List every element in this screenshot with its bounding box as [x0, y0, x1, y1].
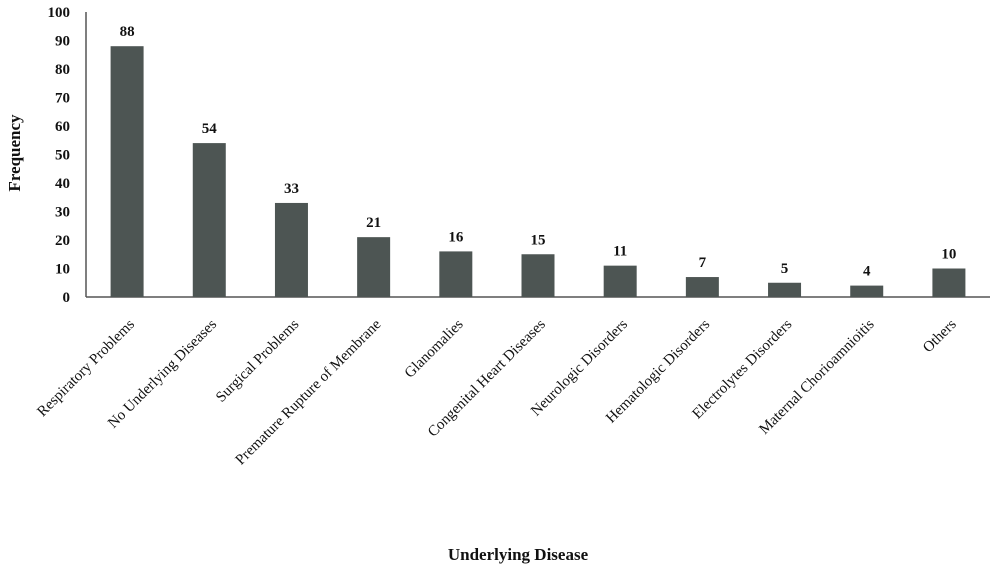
bar-value-label: 33	[284, 181, 299, 197]
category-label: Premature Rupture of Membrane	[233, 316, 385, 468]
bar	[274, 202, 308, 297]
bar	[192, 143, 226, 297]
bar	[685, 277, 719, 297]
y-tick-label: 50	[55, 148, 70, 164]
bar	[521, 254, 555, 297]
bar-value-label: 7	[699, 255, 707, 271]
bar	[932, 268, 966, 297]
y-tick-label: 80	[55, 62, 70, 78]
y-axis-ticks: 0 10 20 30 40 50 60 70 80 90 100	[48, 5, 71, 306]
bar	[768, 282, 802, 297]
bar	[850, 285, 884, 297]
y-tick-label: 10	[55, 262, 70, 278]
bars-group	[110, 46, 966, 298]
bar-value-label: 88	[120, 24, 135, 40]
y-axis-title: Frequency	[5, 114, 24, 192]
y-tick-label: 0	[63, 290, 71, 306]
bar-value-label: 15	[531, 232, 546, 248]
bar-value-label: 54	[202, 121, 218, 137]
bar	[110, 46, 144, 298]
bar-value-label: 21	[366, 215, 381, 231]
bar-value-label: 16	[448, 229, 464, 245]
category-label: Glanomalies	[402, 316, 467, 381]
bar-value-label: 10	[941, 247, 956, 263]
x-axis-title: Underlying Disease	[448, 545, 589, 564]
bar	[603, 265, 637, 297]
bar-value-label: 11	[613, 244, 627, 260]
category-label: Others	[920, 316, 960, 356]
y-tick-label: 40	[55, 176, 70, 192]
y-tick-label: 60	[55, 119, 70, 135]
bar	[357, 237, 391, 297]
y-tick-label: 90	[55, 34, 70, 50]
bar-value-label: 5	[781, 261, 789, 277]
bar-value-label: 4	[863, 264, 871, 280]
y-tick-label: 100	[48, 5, 71, 21]
y-tick-label: 20	[55, 233, 70, 249]
category-label: Surgical Problems	[213, 316, 302, 405]
y-tick-label: 30	[55, 205, 70, 221]
y-tick-label: 70	[55, 91, 70, 107]
bar	[439, 251, 473, 297]
